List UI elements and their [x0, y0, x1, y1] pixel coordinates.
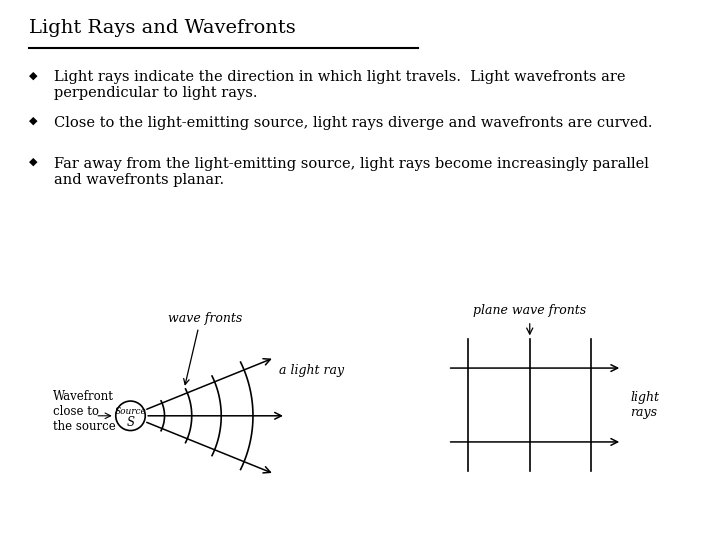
Text: plane wave fronts: plane wave fronts: [473, 304, 586, 317]
Text: ◆: ◆: [29, 70, 37, 80]
Text: Light Rays and Wavefronts: Light Rays and Wavefronts: [29, 19, 295, 37]
Text: Light rays indicate the direction in which light travels.  Light wavefronts are
: Light rays indicate the direction in whi…: [54, 70, 626, 100]
Text: Far away from the light-emitting source, light rays become increasingly parallel: Far away from the light-emitting source,…: [54, 157, 649, 187]
Text: Source: Source: [114, 407, 146, 416]
Text: light
rays: light rays: [630, 391, 660, 419]
Text: Close to the light-emitting source, light rays diverge and wavefronts are curved: Close to the light-emitting source, ligh…: [54, 116, 652, 130]
Text: Wavefront
close to
the source: Wavefront close to the source: [53, 390, 116, 433]
Text: a light ray: a light ray: [279, 364, 344, 377]
Text: S: S: [127, 416, 135, 429]
Text: wave fronts: wave fronts: [168, 312, 243, 325]
Text: ◆: ◆: [29, 116, 37, 126]
Text: ◆: ◆: [29, 157, 37, 167]
